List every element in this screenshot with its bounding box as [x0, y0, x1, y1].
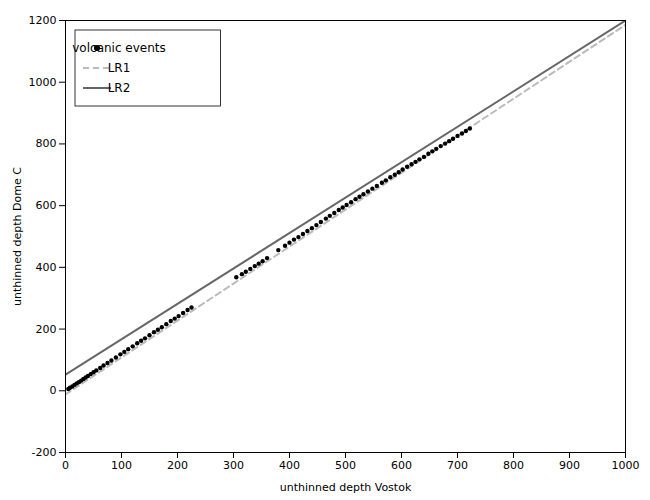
svg-text:900: 900 [559, 459, 580, 472]
svg-text:100: 100 [111, 459, 132, 472]
svg-text:300: 300 [223, 459, 244, 472]
svg-text:400: 400 [279, 459, 300, 472]
svg-text:600: 600 [391, 459, 412, 472]
svg-text:0: 0 [50, 384, 57, 397]
svg-text:200: 200 [167, 459, 188, 472]
svg-text:LR1: LR1 [108, 61, 131, 75]
svg-text:800: 800 [36, 137, 57, 150]
svg-text:700: 700 [447, 459, 468, 472]
svg-text:-200: -200 [32, 446, 57, 459]
svg-text:unthinned depth Vostok: unthinned depth Vostok [280, 481, 412, 494]
svg-text:400: 400 [36, 261, 57, 274]
svg-text:1000: 1000 [612, 459, 640, 472]
svg-text:volcanic events: volcanic events [72, 41, 166, 55]
svg-text:LR2: LR2 [108, 81, 131, 95]
svg-text:500: 500 [335, 459, 356, 472]
svg-text:600: 600 [36, 199, 57, 212]
svg-text:800: 800 [503, 459, 524, 472]
svg-text:unthinned depth Dome C: unthinned depth Dome C [11, 167, 24, 306]
svg-text:200: 200 [36, 323, 57, 336]
svg-text:1000: 1000 [29, 76, 57, 89]
svg-text:1200: 1200 [29, 14, 57, 27]
svg-text:0: 0 [62, 459, 69, 472]
